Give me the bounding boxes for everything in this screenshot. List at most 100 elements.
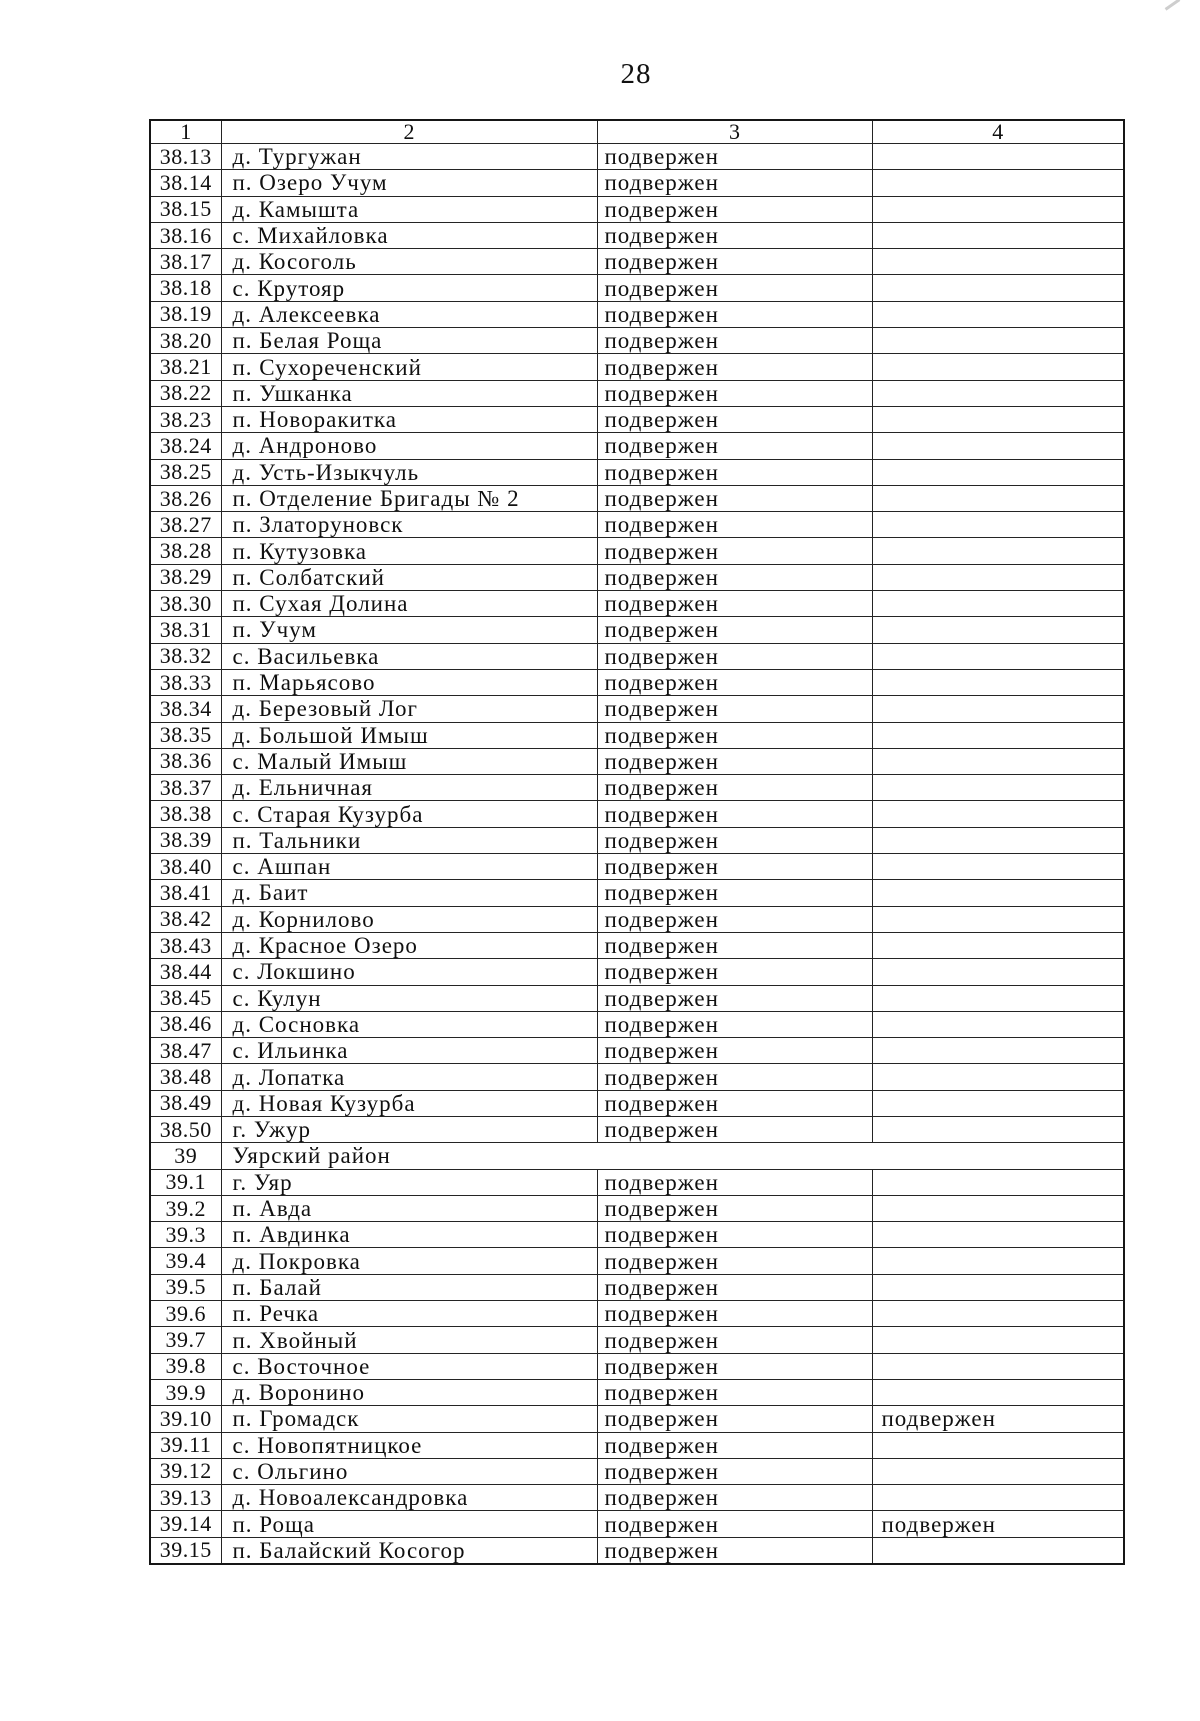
status-col3: подвержен [596, 1063, 873, 1091]
status-col4 [871, 721, 1125, 749]
table-row: 38.26 п. Отделение Бригады № 2 подвержен [149, 484, 1125, 513]
row-number: 38.49 [149, 1089, 222, 1117]
status-col4 [871, 1378, 1125, 1407]
table-row: 39.5 п. Балай подвержен [149, 1273, 1125, 1302]
status-col3: подвержен [596, 511, 873, 539]
column-header-1: 1 [149, 119, 222, 144]
settlement-name: п. Сухореченский [220, 353, 598, 381]
status-col4 [871, 1063, 1125, 1091]
settlement-name: п. Златоруновск [220, 511, 598, 539]
table-row: 39.2 п. Авда подвержен [149, 1194, 1125, 1223]
table-row: 38.46 д. Сосновка подвержен [149, 1010, 1125, 1039]
settlement-name: п. Речка [220, 1300, 598, 1328]
row-number: 38.35 [149, 721, 222, 749]
row-number: 38.44 [149, 958, 222, 986]
table-row: 39.7 п. Хвойный подвержен [149, 1326, 1125, 1354]
status-col4 [871, 1326, 1125, 1354]
status-col4 [871, 1168, 1125, 1196]
status-col4 [871, 221, 1125, 250]
status-col3: подвержен [596, 879, 873, 907]
status-col4 [871, 1221, 1125, 1249]
status-col3: подвержен [596, 800, 873, 828]
row-number: 39.7 [149, 1326, 222, 1354]
status-col4 [871, 195, 1125, 223]
status-col4 [871, 616, 1125, 644]
settlement-name: с. Новопятницкое [220, 1431, 598, 1459]
settlement-name: д. Алексеевка [220, 300, 598, 329]
row-number: 38.21 [149, 353, 222, 381]
settlement-name: д. Березовый Лог [220, 695, 598, 723]
row-number: 39.2 [149, 1194, 222, 1223]
status-col4 [871, 274, 1125, 302]
settlement-name: п. Белая Роща [220, 327, 598, 355]
status-col3: подвержен [596, 405, 873, 434]
status-col3: подвержен [596, 1168, 873, 1196]
settlement-name: п. Роща [220, 1510, 598, 1538]
settlement-name: д. Новая Кузурба [220, 1089, 598, 1117]
settlement-name: п. Авда [220, 1194, 598, 1223]
status-col3: подвержен [596, 853, 873, 881]
status-col3: подвержен [596, 327, 873, 355]
status-col3: подвержен [596, 1352, 873, 1380]
settlement-name: д. Баит [220, 879, 598, 907]
status-col4 [871, 747, 1125, 776]
settlement-name: с. Локшино [220, 958, 598, 986]
status-col4 [871, 1457, 1125, 1486]
settlement-name: с. Михайловка [220, 221, 598, 250]
table-row: 38.18 с. Крутояр подвержен [149, 274, 1125, 302]
status-col4 [871, 1300, 1125, 1328]
settlement-name: д. Ельничная [220, 774, 598, 802]
status-col4 [871, 458, 1125, 486]
table-header-row: 1 2 3 4 [149, 119, 1125, 144]
status-col3: подвержен [596, 1510, 873, 1538]
status-col3: подвержен [596, 695, 873, 723]
status-col3: подвержен [596, 142, 873, 171]
settlement-name: п. Озеро Учум [220, 169, 598, 197]
settlement-name: п. Кутузовка [220, 537, 598, 565]
settlement-name: п. Сухая Долина [220, 590, 598, 618]
status-col4 [871, 1010, 1125, 1039]
row-number: 39.13 [149, 1484, 222, 1512]
table-row: 38.24 д. Андроново подвержен [149, 432, 1125, 460]
status-col4 [871, 169, 1125, 197]
settlement-name: с. Малый Имыш [220, 747, 598, 776]
row-number: 39.3 [149, 1221, 222, 1249]
settlement-name: д. Сосновка [220, 1010, 598, 1039]
row-number: 38.47 [149, 1037, 222, 1065]
status-col4 [871, 379, 1125, 407]
settlement-name: с. Кулун [220, 984, 598, 1012]
table-row: 38.48 д. Лопатка подвержен [149, 1063, 1125, 1091]
status-col4 [871, 248, 1125, 276]
status-col4 [871, 1484, 1125, 1512]
settlement-name: д. Корнилово [220, 905, 598, 933]
table-row: 38.14 п. Озеро Учум подвержен [149, 169, 1125, 197]
status-col3: подвержен [596, 300, 873, 329]
status-col4 [871, 511, 1125, 539]
settlement-name: г. Ужур [220, 1115, 598, 1144]
status-col4 [871, 853, 1125, 881]
status-col3: подвержен [596, 1457, 873, 1486]
status-col4 [871, 1431, 1125, 1459]
settlement-name: д. Новоалександровка [220, 1484, 598, 1512]
table-row: 38.50 г. Ужур подвержен [149, 1115, 1125, 1144]
scan-artifact [1164, 0, 1181, 11]
row-number: 38.50 [149, 1115, 222, 1144]
row-number: 39.4 [149, 1247, 222, 1275]
status-col4 [871, 905, 1125, 933]
settlement-name: с. Ольгино [220, 1457, 598, 1486]
row-number: 38.41 [149, 879, 222, 907]
settlement-name: д. Большой Имыш [220, 721, 598, 749]
row-number: 39.1 [149, 1168, 222, 1196]
table-row: 39.12 с. Ольгино подвержен [149, 1457, 1125, 1486]
settlements-table: 1 2 3 4 38.13 д. Тургужан подвержен 38.14 п.… [149, 119, 1125, 1566]
settlement-name: д. Покровка [220, 1247, 598, 1275]
table-row: 39.8 с. Восточное подвержен [149, 1352, 1125, 1380]
status-col3: подвержен [596, 616, 873, 644]
settlement-name: г. Уяр [220, 1168, 598, 1196]
status-col4 [871, 879, 1125, 907]
table-row: 38.49 д. Новая Кузурба подвержен [149, 1089, 1125, 1117]
row-number: 39.6 [149, 1300, 222, 1328]
status-col3: подвержен [596, 905, 873, 933]
status-col4 [871, 590, 1125, 618]
table-row: 39.15 п. Балайский Косогор подвержен [149, 1536, 1125, 1565]
